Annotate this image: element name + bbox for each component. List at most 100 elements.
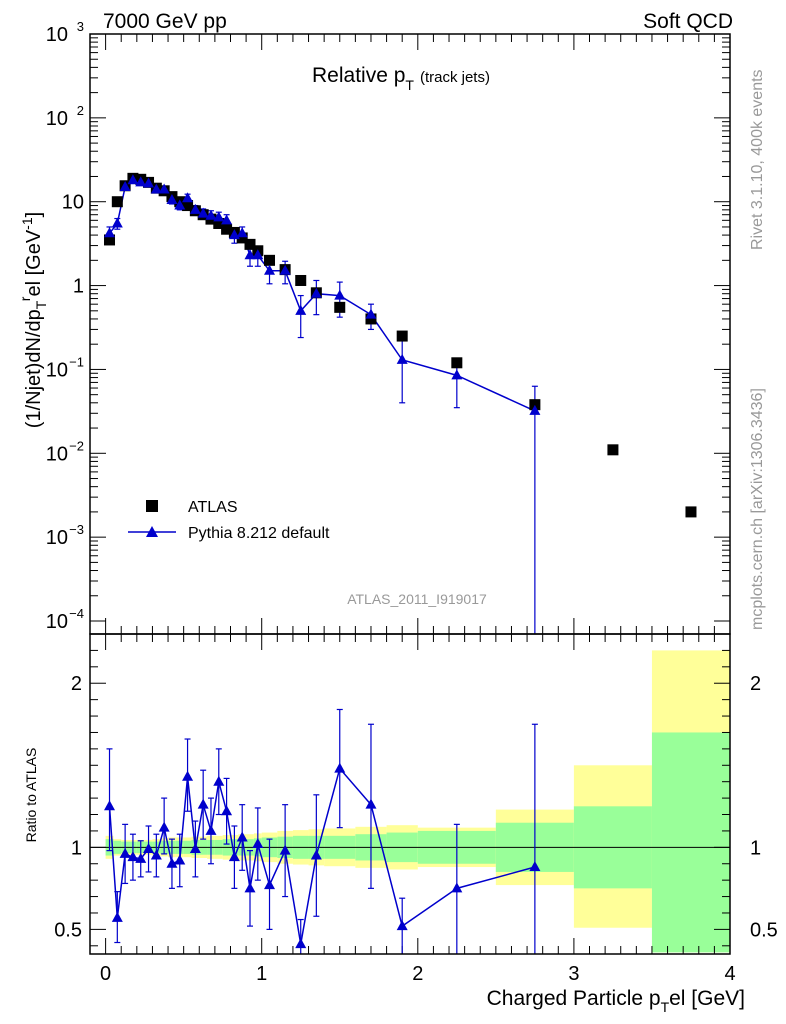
main-y-tick-exp-1: 2 xyxy=(77,103,84,118)
main-ylabel-text: (1/Njet)dN/dp xyxy=(23,309,45,428)
mc-point xyxy=(295,304,307,315)
header-left: 7000 GeV pp xyxy=(103,10,227,33)
ratio-y-tick-label-right-1: 1 xyxy=(750,837,761,859)
ratio-point xyxy=(310,849,322,860)
ratio-point xyxy=(150,849,162,860)
atlas-point xyxy=(264,254,276,266)
mc-series-line xyxy=(108,179,536,412)
atlas-point xyxy=(182,200,194,212)
mc-point xyxy=(264,264,276,275)
ratio-ticks xyxy=(90,634,731,954)
watermark: ATLAS_2011_I919017 xyxy=(347,591,487,607)
ratio-y-tick-label-right-2: 2 xyxy=(750,673,761,695)
x-tick-labels: 0 1 2 3 4 xyxy=(100,963,736,985)
main-y-tick-label-3: 1 xyxy=(73,276,84,298)
mc-point xyxy=(127,174,139,185)
mc-point xyxy=(221,214,233,225)
ratio-point xyxy=(111,911,123,922)
main-y-tick-exp-4: −1 xyxy=(69,354,84,369)
ratio-point xyxy=(135,852,147,863)
ratio-y-axis-label: Ratio to ATLAS xyxy=(23,748,39,843)
ratio-point xyxy=(221,805,233,816)
ratio-point xyxy=(334,762,346,773)
rivet-label: Rivet 3.1.10, 400k events xyxy=(749,69,766,250)
legend-mc-label: Pythia 8.212 default xyxy=(188,525,330,542)
ratio-point xyxy=(143,842,155,853)
main-title: Relative pT (track jets) xyxy=(312,64,490,93)
mc-point xyxy=(310,287,322,298)
xlabel-tail: el [GeV] xyxy=(669,987,745,1010)
mc-point xyxy=(365,308,377,319)
ratio-point xyxy=(264,879,276,890)
main-y-tick-exp-7: −4 xyxy=(69,606,84,621)
x-tick-label-1: 1 xyxy=(256,963,267,985)
atlas-point xyxy=(111,196,123,208)
ratio-y-tick-labels: 0.5 0.5 1 1 2 2 xyxy=(54,673,778,941)
main-y-tick-label-2: 10 xyxy=(62,192,84,214)
atlas-point xyxy=(365,313,377,325)
ratio-point xyxy=(236,831,248,842)
atlas-point xyxy=(221,223,233,235)
ratio-point xyxy=(119,847,131,858)
mc-point xyxy=(451,369,463,380)
mc-point xyxy=(252,249,264,260)
mc-point xyxy=(119,180,131,191)
ratio-point xyxy=(213,775,225,786)
ratio-point xyxy=(244,882,256,893)
atlas-point xyxy=(396,330,408,342)
main-y-tick-label-4: 10 xyxy=(46,359,68,381)
ratio-point xyxy=(166,857,178,868)
legend-atlas-marker xyxy=(146,500,158,512)
ratio-point xyxy=(127,851,139,862)
ratio-inner-band xyxy=(651,732,730,953)
ratio-point xyxy=(104,800,116,811)
atlas-point xyxy=(244,238,256,250)
atlas-point xyxy=(685,506,697,518)
main-y-tick-label-6: 10 xyxy=(46,527,68,549)
xlabel-sub: T xyxy=(661,999,670,1015)
atlas-point xyxy=(334,301,346,313)
ratio-point xyxy=(205,824,217,835)
main-frame xyxy=(89,33,731,635)
main-ylabel-tail: el [GeV xyxy=(23,229,45,296)
ratio-point xyxy=(451,882,463,893)
atlas-point xyxy=(236,232,248,244)
main-title-note: (track jets) xyxy=(420,69,490,86)
mc-point xyxy=(205,209,217,220)
legend: ATLAS Pythia 8.212 default xyxy=(128,499,330,542)
main-y-tick-label-1: 10 xyxy=(46,108,68,130)
mc-point xyxy=(104,227,116,238)
main-y-tick-label-0: 10 xyxy=(46,24,68,46)
atlas-point xyxy=(213,217,225,229)
ratio-point xyxy=(174,854,186,865)
ratio-point xyxy=(252,838,264,849)
main-title-sub: T xyxy=(405,77,414,93)
ratio-point xyxy=(228,851,240,862)
ratio-point xyxy=(365,798,377,809)
x-tick-label-2: 2 xyxy=(412,963,423,985)
mc-point xyxy=(396,353,408,364)
atlas-point xyxy=(529,399,541,411)
main-ticks xyxy=(90,33,731,634)
legend-atlas-label: ATLAS xyxy=(188,499,238,516)
atlas-point xyxy=(104,234,116,246)
ratio-point xyxy=(197,798,209,809)
main-y-tick-exp-5: −2 xyxy=(69,438,84,453)
mc-point xyxy=(213,211,225,222)
ratio-point xyxy=(158,821,170,832)
main-y-tick-label-5: 10 xyxy=(46,443,68,465)
ratio-point xyxy=(396,920,408,931)
x-axis-label: Charged Particle pTel [GeV] xyxy=(487,987,745,1015)
main-y-tick-exp-6: −3 xyxy=(69,522,84,537)
atlas-point xyxy=(451,357,463,369)
xlabel-text: Charged Particle p xyxy=(487,987,661,1010)
mc-point xyxy=(135,176,147,187)
ratio-point xyxy=(279,844,291,855)
ratio-point xyxy=(295,938,307,949)
mc-point xyxy=(182,192,194,203)
mc-point xyxy=(279,264,291,275)
mc-point xyxy=(529,404,541,415)
